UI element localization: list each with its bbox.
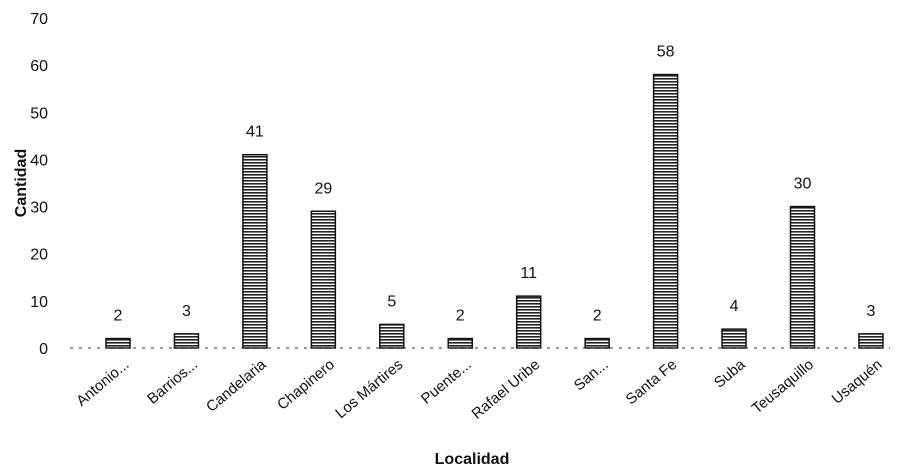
data-label: 2 xyxy=(456,308,465,325)
x-axis-label: Localidad xyxy=(435,451,510,468)
bar xyxy=(242,153,268,349)
data-label: 41 xyxy=(246,124,264,141)
bar xyxy=(721,328,747,349)
bar xyxy=(173,333,200,349)
bar xyxy=(379,323,405,349)
x-axis: Antonio... Barrios... Candelaria ChapineroL… xyxy=(73,356,885,423)
x-tick-label: Usaquén xyxy=(829,356,886,408)
x-tick-label: Barrios... xyxy=(144,356,201,408)
y-tick-label: 70 xyxy=(30,11,48,28)
y-axis: 0 10 20 30 40 50 60 70 xyxy=(30,11,48,358)
data-label: 2 xyxy=(114,308,123,325)
data-label: 58 xyxy=(657,44,675,61)
data-label: 2 xyxy=(593,308,602,325)
data-label: 5 xyxy=(387,293,396,310)
x-tick-label: Rafael Uribe xyxy=(468,356,543,423)
y-axis-label: Cantidad xyxy=(13,149,30,217)
x-tick-label: Santa Fe xyxy=(623,356,681,408)
data-label: 11 xyxy=(520,265,537,282)
x-tick-label: Teusaquillo xyxy=(749,356,817,417)
bar xyxy=(584,337,610,349)
data-label: 3 xyxy=(182,303,191,320)
data-label: 4 xyxy=(730,298,739,315)
bar xyxy=(447,337,473,349)
data-label: 3 xyxy=(866,303,875,320)
x-tick-label: San... xyxy=(571,356,612,394)
y-tick-label: 60 xyxy=(30,58,48,75)
x-tick-label: Chapinero xyxy=(274,356,338,414)
data-label: 30 xyxy=(794,176,812,193)
x-tick-label: Candelaria xyxy=(203,356,270,416)
x-tick-label: Los Mártires xyxy=(332,356,406,422)
bar xyxy=(789,205,816,349)
x-tick-label: Antonio... xyxy=(73,356,132,410)
bar xyxy=(652,73,679,349)
bar xyxy=(858,333,884,349)
bars-group xyxy=(105,73,884,349)
y-tick-label: 20 xyxy=(30,247,48,264)
y-tick-label: 10 xyxy=(30,294,48,311)
bar xyxy=(310,210,337,349)
y-tick-label: 30 xyxy=(30,200,48,217)
y-tick-label: 40 xyxy=(30,152,48,169)
x-tick-label: Puente... xyxy=(418,356,475,408)
y-tick-label: 0 xyxy=(39,341,48,358)
y-tick-label: 50 xyxy=(30,105,48,122)
x-tick-label: Suba xyxy=(711,356,749,392)
data-label: 29 xyxy=(314,180,332,197)
bar xyxy=(105,337,131,349)
bar xyxy=(515,295,542,349)
